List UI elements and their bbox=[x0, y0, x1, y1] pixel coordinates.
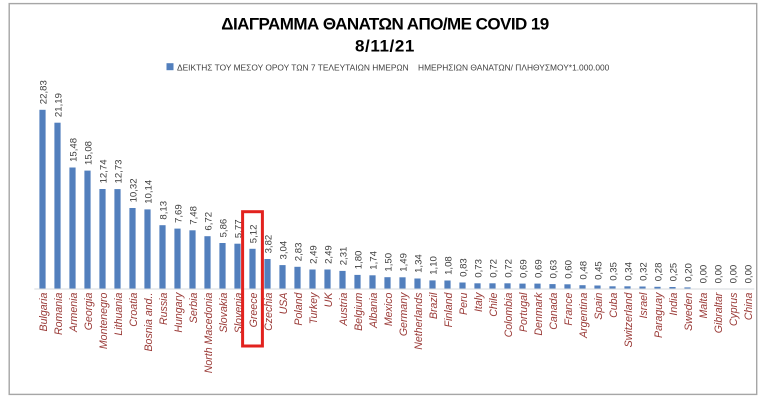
svg-text:Gibraltar: Gibraltar bbox=[713, 292, 725, 333]
svg-text:0,83: 0,83 bbox=[458, 258, 469, 277]
svg-text:Finland: Finland bbox=[443, 291, 455, 327]
svg-text:Chile: Chile bbox=[488, 293, 500, 317]
svg-text:Turkey: Turkey bbox=[308, 292, 320, 324]
svg-text:North Macedonia: North Macedonia bbox=[203, 293, 215, 374]
svg-text:Poland: Poland bbox=[293, 292, 305, 326]
svg-text:1,10: 1,10 bbox=[428, 256, 439, 275]
svg-text:Greece: Greece bbox=[248, 293, 260, 328]
svg-text:0,69: 0,69 bbox=[533, 259, 544, 278]
svg-text:Hungary: Hungary bbox=[173, 292, 185, 333]
svg-text:Croatia: Croatia bbox=[128, 292, 140, 326]
svg-text:Israel: Israel bbox=[638, 292, 650, 319]
svg-text:12,73: 12,73 bbox=[113, 159, 124, 183]
svg-text:Netherlands: Netherlands bbox=[413, 292, 425, 350]
svg-text:8,13: 8,13 bbox=[158, 201, 169, 220]
svg-text:8/11/21: 8/11/21 bbox=[355, 37, 415, 56]
svg-text:0,00: 0,00 bbox=[698, 265, 709, 284]
svg-text:0,28: 0,28 bbox=[653, 263, 664, 282]
svg-text:UK: UK bbox=[323, 292, 335, 308]
svg-text:Switzerland: Switzerland bbox=[623, 291, 635, 347]
svg-text:5,86: 5,86 bbox=[218, 219, 229, 238]
svg-text:0,63: 0,63 bbox=[548, 260, 559, 279]
svg-text:ΔΕΙΚΤΗΣ ΤΟΥ ΜΕΣΟΥ ΟΡΟΥ ΤΩΝ 7 Τ: ΔΕΙΚΤΗΣ ΤΟΥ ΜΕΣΟΥ ΟΡΟΥ ΤΩΝ 7 ΤΕΛΕΥΤΑΙΩΝ … bbox=[177, 62, 610, 72]
svg-text:France: France bbox=[563, 293, 575, 326]
svg-text:2,83: 2,83 bbox=[293, 243, 304, 262]
svg-text:1,80: 1,80 bbox=[353, 251, 364, 270]
svg-text:1,08: 1,08 bbox=[443, 256, 454, 275]
svg-text:Armenia: Armenia bbox=[68, 292, 80, 333]
svg-text:Serbia: Serbia bbox=[188, 292, 200, 323]
svg-text:1,74: 1,74 bbox=[368, 250, 379, 269]
svg-text:Spain: Spain bbox=[593, 293, 605, 320]
svg-text:0,00: 0,00 bbox=[728, 265, 739, 284]
svg-text:Austria: Austria bbox=[338, 293, 350, 327]
svg-text:Brazil: Brazil bbox=[428, 292, 440, 319]
svg-text:1,34: 1,34 bbox=[413, 254, 424, 273]
svg-text:Belgium: Belgium bbox=[353, 292, 365, 330]
svg-text:USA: USA bbox=[278, 293, 290, 315]
svg-text:Cuba: Cuba bbox=[608, 292, 620, 317]
svg-text:3,04: 3,04 bbox=[278, 240, 289, 259]
svg-text:0,35: 0,35 bbox=[608, 262, 619, 281]
svg-text:7,48: 7,48 bbox=[188, 206, 199, 225]
svg-text:Denmark: Denmark bbox=[533, 292, 545, 336]
svg-text:1,50: 1,50 bbox=[383, 253, 394, 272]
svg-text:Peru: Peru bbox=[458, 293, 470, 315]
svg-text:12,74: 12,74 bbox=[98, 159, 109, 184]
svg-text:Argentina: Argentina bbox=[578, 293, 590, 339]
svg-text:2,31: 2,31 bbox=[338, 247, 349, 266]
svg-text:Georgia: Georgia bbox=[83, 293, 95, 331]
svg-text:Italy: Italy bbox=[473, 292, 485, 312]
svg-text:0,45: 0,45 bbox=[593, 261, 604, 280]
svg-text:Romania: Romania bbox=[53, 293, 65, 336]
svg-text:Bosnia and..: Bosnia and.. bbox=[143, 293, 155, 352]
svg-text:0,32: 0,32 bbox=[638, 262, 649, 281]
svg-text:0,48: 0,48 bbox=[578, 261, 589, 280]
svg-text:Czechia: Czechia bbox=[263, 292, 275, 330]
svg-text:0,73: 0,73 bbox=[473, 259, 484, 278]
svg-text:Mexico: Mexico bbox=[383, 292, 395, 326]
svg-text:Colombia: Colombia bbox=[503, 292, 515, 337]
svg-text:15,48: 15,48 bbox=[68, 138, 79, 162]
svg-text:3,82: 3,82 bbox=[263, 235, 274, 254]
svg-text:0,20: 0,20 bbox=[683, 263, 694, 282]
svg-text:2,49: 2,49 bbox=[323, 245, 334, 264]
svg-text:Montenegro: Montenegro bbox=[98, 293, 110, 350]
svg-text:0,72: 0,72 bbox=[503, 259, 514, 278]
svg-text:0,69: 0,69 bbox=[518, 259, 529, 278]
svg-text:Cyprus: Cyprus bbox=[728, 292, 740, 326]
svg-text:0,60: 0,60 bbox=[563, 260, 574, 279]
svg-text:India: India bbox=[668, 293, 680, 316]
svg-text:Canada: Canada bbox=[548, 292, 560, 329]
svg-text:0,00: 0,00 bbox=[713, 265, 724, 284]
svg-text:Portugal: Portugal bbox=[518, 292, 530, 332]
svg-text:2,49: 2,49 bbox=[308, 245, 319, 264]
svg-text:Albania: Albania bbox=[368, 292, 380, 328]
svg-text:1,49: 1,49 bbox=[398, 253, 409, 272]
svg-text:Slovakia: Slovakia bbox=[218, 292, 230, 332]
svg-text:Bulgaria: Bulgaria bbox=[38, 292, 50, 331]
svg-text:0,72: 0,72 bbox=[488, 259, 499, 278]
svg-text:22,83: 22,83 bbox=[38, 80, 49, 104]
svg-text:21,19: 21,19 bbox=[53, 93, 64, 117]
svg-text:0,34: 0,34 bbox=[623, 261, 634, 280]
svg-text:7,69: 7,69 bbox=[173, 204, 184, 223]
svg-text:Sweden: Sweden bbox=[683, 293, 695, 331]
svg-text:10,32: 10,32 bbox=[128, 178, 139, 202]
svg-text:Lithuania: Lithuania bbox=[113, 293, 125, 336]
svg-text:China: China bbox=[743, 292, 755, 320]
svg-text:0,00: 0,00 bbox=[743, 265, 754, 284]
svg-text:5,77: 5,77 bbox=[233, 219, 244, 238]
svg-text:0,25: 0,25 bbox=[668, 263, 679, 282]
svg-text:15,08: 15,08 bbox=[83, 141, 94, 165]
svg-text:10,14: 10,14 bbox=[143, 179, 154, 204]
svg-text:Germany: Germany bbox=[398, 292, 410, 336]
svg-text:Russia: Russia bbox=[158, 293, 170, 325]
svg-text:ΔΙΑΓΡΑΜΜΑ ΘΑΝΑΤΩΝ ΑΠΟ/ΜΕ COVID: ΔΙΑΓΡΑΜΜΑ ΘΑΝΑΤΩΝ ΑΠΟ/ΜΕ COVID 19 bbox=[221, 15, 549, 34]
svg-text:Malta: Malta bbox=[698, 292, 710, 318]
svg-text:Paraguay: Paraguay bbox=[653, 292, 665, 338]
svg-text:6,72: 6,72 bbox=[203, 212, 214, 231]
svg-text:5,12: 5,12 bbox=[248, 225, 259, 244]
